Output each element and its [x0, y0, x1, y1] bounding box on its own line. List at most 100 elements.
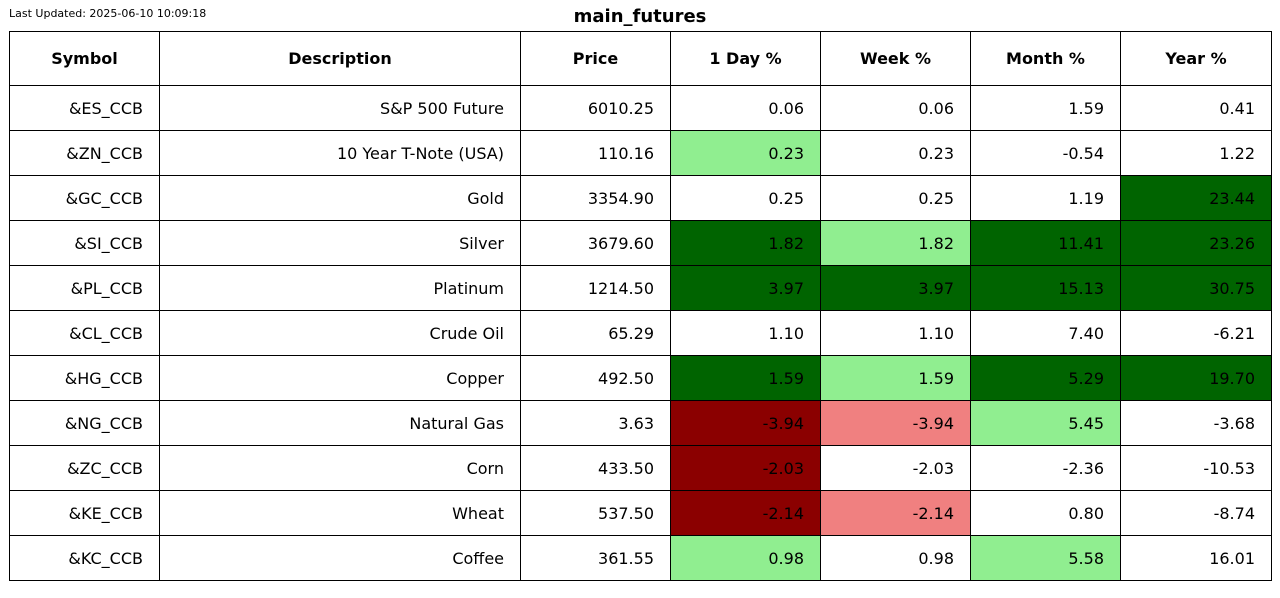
cell-price: 3354.90 [520, 175, 671, 221]
cell-year-pct: 23.26 [1120, 220, 1272, 266]
cell-week-pct: -3.94 [820, 400, 971, 446]
cell-price: 3.63 [520, 400, 671, 446]
cell-week-pct: 1.59 [820, 355, 971, 401]
cell-symbol: &HG_CCB [9, 355, 160, 401]
cell-price: 361.55 [520, 535, 671, 581]
table-header: Symbol Description Price 1 Day % Week % Month… [9, 31, 1272, 86]
column-header-symbol: Symbol [9, 31, 160, 86]
cell-1-day-pct: 0.06 [670, 85, 821, 131]
cell-week-pct: 1.10 [820, 310, 971, 356]
cell-week-pct: 3.97 [820, 265, 971, 311]
cell-description: Natural Gas [159, 400, 521, 446]
cell-description: Copper [159, 355, 521, 401]
cell-price: 492.50 [520, 355, 671, 401]
column-header-year-pct: Year % [1120, 31, 1272, 86]
cell-year-pct: 23.44 [1120, 175, 1272, 221]
cell-price: 3679.60 [520, 220, 671, 266]
cell-week-pct: -2.14 [820, 490, 971, 536]
table-title: main_futures [573, 6, 707, 27]
table-row: &GC_CCB Gold 3354.90 0.25 0.25 1.19 23.44 [9, 175, 1272, 221]
cell-price: 6010.25 [520, 85, 671, 131]
table-row: &ES_CCB S&P 500 Future 6010.25 0.06 0.06 1.59… [9, 85, 1272, 131]
cell-description: Wheat [159, 490, 521, 536]
cell-year-pct: -10.53 [1120, 445, 1272, 491]
cell-description: Crude Oil [159, 310, 521, 356]
cell-description: Platinum [159, 265, 521, 311]
futures-table: Symbol Description Price 1 Day % Week % Month… [9, 31, 1272, 581]
column-header-month-pct: Month % [970, 31, 1121, 86]
cell-month-pct: -0.54 [970, 130, 1121, 176]
cell-symbol: &KC_CCB [9, 535, 160, 581]
cell-symbol: &SI_CCB [9, 220, 160, 266]
cell-symbol: &ZC_CCB [9, 445, 160, 491]
cell-1-day-pct: 1.10 [670, 310, 821, 356]
cell-month-pct: 7.40 [970, 310, 1121, 356]
cell-1-day-pct: 0.23 [670, 130, 821, 176]
cell-1-day-pct: 0.98 [670, 535, 821, 581]
column-header-description: Description [159, 31, 521, 86]
cell-year-pct: -8.74 [1120, 490, 1272, 536]
cell-description: 10 Year T-Note (USA) [159, 130, 521, 176]
cell-week-pct: 0.98 [820, 535, 971, 581]
cell-month-pct: -2.36 [970, 445, 1121, 491]
cell-description: Silver [159, 220, 521, 266]
cell-month-pct: 1.19 [970, 175, 1121, 221]
cell-week-pct: 0.23 [820, 130, 971, 176]
cell-description: S&P 500 Future [159, 85, 521, 131]
cell-description: Coffee [159, 535, 521, 581]
cell-1-day-pct: 1.82 [670, 220, 821, 266]
cell-symbol: &PL_CCB [9, 265, 160, 311]
cell-week-pct: 1.82 [820, 220, 971, 266]
cell-symbol: &ES_CCB [9, 85, 160, 131]
table-body: &ES_CCB S&P 500 Future 6010.25 0.06 0.06 1.59… [9, 85, 1272, 581]
last-updated-timestamp: Last Updated: 2025-06-10 10:09:18 [9, 7, 207, 20]
cell-symbol: &GC_CCB [9, 175, 160, 221]
cell-symbol: &CL_CCB [9, 310, 160, 356]
table-row: &KC_CCB Coffee 361.55 0.98 0.98 5.58 16.01 [9, 535, 1272, 581]
cell-week-pct: 0.25 [820, 175, 971, 221]
cell-month-pct: 11.41 [970, 220, 1121, 266]
column-header-1-day-pct: 1 Day % [670, 31, 821, 86]
cell-year-pct: 1.22 [1120, 130, 1272, 176]
table-row: &SI_CCB Silver 3679.60 1.82 1.82 11.41 23.26 [9, 220, 1272, 266]
cell-1-day-pct: 1.59 [670, 355, 821, 401]
table-row: &HG_CCB Copper 492.50 1.59 1.59 5.29 19.70 [9, 355, 1272, 401]
cell-week-pct: 0.06 [820, 85, 971, 131]
cell-1-day-pct: -3.94 [670, 400, 821, 446]
cell-1-day-pct: -2.14 [670, 490, 821, 536]
cell-month-pct: 5.45 [970, 400, 1121, 446]
cell-month-pct: 1.59 [970, 85, 1121, 131]
table-row: &KE_CCB Wheat 537.50 -2.14 -2.14 0.80 -8.74 [9, 490, 1272, 536]
table-row: &PL_CCB Platinum 1214.50 3.97 3.97 15.13 30.75 [9, 265, 1272, 311]
cell-month-pct: 0.80 [970, 490, 1121, 536]
column-header-price: Price [520, 31, 671, 86]
cell-1-day-pct: 0.25 [670, 175, 821, 221]
cell-year-pct: 16.01 [1120, 535, 1272, 581]
column-header-week-pct: Week % [820, 31, 971, 86]
table-row: &CL_CCB Crude Oil 65.29 1.10 1.10 7.40 -6.21 [9, 310, 1272, 356]
table-row: &ZC_CCB Corn 433.50 -2.03 -2.03 -2.36 -10.53 [9, 445, 1272, 491]
cell-year-pct: 30.75 [1120, 265, 1272, 311]
cell-1-day-pct: -2.03 [670, 445, 821, 491]
cell-price: 1214.50 [520, 265, 671, 311]
cell-price: 537.50 [520, 490, 671, 536]
table-row: &ZN_CCB 10 Year T-Note (USA) 110.16 0.23 0.2… [9, 130, 1272, 176]
cell-month-pct: 5.58 [970, 535, 1121, 581]
cell-month-pct: 15.13 [970, 265, 1121, 311]
cell-year-pct: 0.41 [1120, 85, 1272, 131]
cell-year-pct: -6.21 [1120, 310, 1272, 356]
cell-year-pct: 19.70 [1120, 355, 1272, 401]
cell-description: Corn [159, 445, 521, 491]
cell-price: 65.29 [520, 310, 671, 356]
cell-price: 110.16 [520, 130, 671, 176]
cell-symbol: &ZN_CCB [9, 130, 160, 176]
cell-year-pct: -3.68 [1120, 400, 1272, 446]
cell-description: Gold [159, 175, 521, 221]
header-row: Symbol Description Price 1 Day % Week % Month… [9, 31, 1272, 86]
cell-symbol: &NG_CCB [9, 400, 160, 446]
cell-price: 433.50 [520, 445, 671, 491]
cell-month-pct: 5.29 [970, 355, 1121, 401]
cell-week-pct: -2.03 [820, 445, 971, 491]
cell-1-day-pct: 3.97 [670, 265, 821, 311]
cell-symbol: &KE_CCB [9, 490, 160, 536]
